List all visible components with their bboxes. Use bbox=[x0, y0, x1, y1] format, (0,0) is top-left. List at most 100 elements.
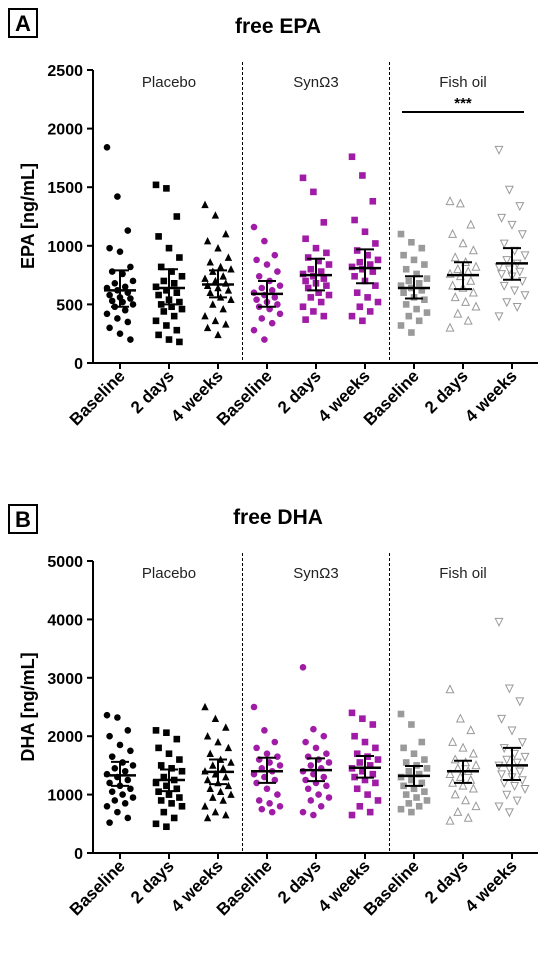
data-point bbox=[203, 732, 212, 740]
data-point bbox=[224, 253, 233, 261]
data-point bbox=[121, 800, 129, 807]
data-point bbox=[453, 806, 463, 816]
data-point bbox=[402, 791, 410, 798]
data-point bbox=[405, 800, 413, 807]
data-point bbox=[302, 776, 309, 784]
data-point bbox=[155, 291, 162, 299]
data-point bbox=[320, 219, 328, 226]
data-point bbox=[402, 301, 410, 308]
data-point bbox=[176, 756, 183, 763]
group-label: Placebo bbox=[142, 74, 196, 91]
panel-b-y-axis-label: DHA [ng/mL] bbox=[18, 652, 38, 761]
data-point bbox=[400, 289, 407, 296]
data-point bbox=[517, 277, 527, 287]
series-1 bbox=[103, 144, 137, 343]
group-label: SynΩ3 bbox=[293, 565, 338, 582]
data-point bbox=[448, 228, 458, 238]
data-point bbox=[468, 783, 478, 793]
data-point bbox=[312, 744, 320, 752]
data-point bbox=[520, 251, 530, 261]
data-point bbox=[304, 785, 312, 793]
data-point bbox=[423, 765, 431, 772]
data-point bbox=[497, 213, 507, 223]
data-point bbox=[423, 275, 431, 282]
data-point bbox=[418, 738, 426, 746]
panel-b-plot-area: 0 1000 2000 3000 4000 5000 Placebo SynΩ3 Fish oi… bbox=[47, 553, 538, 919]
series-7 bbox=[397, 230, 431, 336]
data-point bbox=[405, 277, 413, 285]
data-point bbox=[418, 244, 426, 252]
data-point bbox=[302, 738, 309, 746]
data-point bbox=[497, 770, 507, 780]
data-point bbox=[418, 779, 426, 787]
data-point bbox=[253, 296, 260, 304]
data-point bbox=[517, 230, 527, 240]
data-point bbox=[320, 275, 328, 282]
data-point bbox=[366, 762, 374, 769]
data-point bbox=[512, 796, 522, 806]
series-1 bbox=[103, 711, 137, 826]
data-point bbox=[466, 725, 476, 735]
data-point bbox=[129, 301, 137, 308]
data-point bbox=[351, 773, 358, 781]
data-point bbox=[222, 229, 230, 238]
data-point bbox=[173, 213, 181, 220]
data-point bbox=[361, 228, 369, 236]
data-point bbox=[263, 785, 271, 793]
data-point bbox=[353, 750, 361, 758]
data-point bbox=[258, 765, 266, 772]
data-point bbox=[176, 254, 183, 261]
data-point bbox=[152, 779, 160, 787]
data-point bbox=[206, 749, 214, 758]
series-5 bbox=[299, 663, 333, 819]
data-point bbox=[178, 802, 186, 810]
data-point bbox=[364, 294, 371, 301]
data-point bbox=[400, 782, 407, 790]
data-point bbox=[356, 802, 364, 810]
data-point bbox=[413, 270, 420, 278]
data-point bbox=[276, 310, 284, 318]
data-point bbox=[504, 185, 514, 195]
group-label: Placebo bbox=[142, 565, 196, 582]
data-point bbox=[114, 193, 121, 200]
data-point bbox=[271, 738, 279, 746]
y-tick-label: 1500 bbox=[47, 180, 83, 197]
data-point bbox=[450, 754, 460, 764]
data-point bbox=[116, 330, 124, 338]
data-point bbox=[165, 244, 173, 252]
y-tick-label: 2000 bbox=[47, 122, 83, 139]
data-point bbox=[266, 800, 273, 807]
data-point bbox=[108, 753, 116, 760]
panel-b-letter: B bbox=[15, 507, 31, 532]
data-point bbox=[163, 782, 170, 790]
data-point bbox=[374, 797, 382, 804]
data-point bbox=[361, 738, 369, 746]
data-point bbox=[445, 684, 455, 694]
data-point bbox=[250, 703, 258, 711]
data-point bbox=[415, 317, 423, 325]
data-point bbox=[448, 280, 458, 290]
data-point bbox=[408, 808, 415, 816]
data-point bbox=[168, 303, 175, 311]
data-point bbox=[453, 264, 463, 274]
data-point bbox=[209, 300, 217, 308]
data-point bbox=[214, 737, 222, 746]
data-point bbox=[359, 767, 366, 775]
data-point bbox=[103, 144, 111, 151]
data-point bbox=[302, 235, 309, 243]
data-point bbox=[304, 254, 312, 261]
data-point bbox=[261, 727, 268, 734]
data-point bbox=[348, 709, 356, 717]
data-point bbox=[106, 732, 113, 740]
data-point bbox=[250, 223, 258, 231]
data-point bbox=[176, 794, 183, 801]
data-point bbox=[160, 808, 168, 816]
data-point bbox=[453, 308, 463, 318]
data-point bbox=[461, 296, 471, 306]
data-point bbox=[173, 326, 181, 334]
data-point bbox=[271, 294, 279, 301]
data-point bbox=[502, 790, 512, 800]
data-point bbox=[315, 289, 322, 296]
data-point bbox=[178, 767, 186, 775]
